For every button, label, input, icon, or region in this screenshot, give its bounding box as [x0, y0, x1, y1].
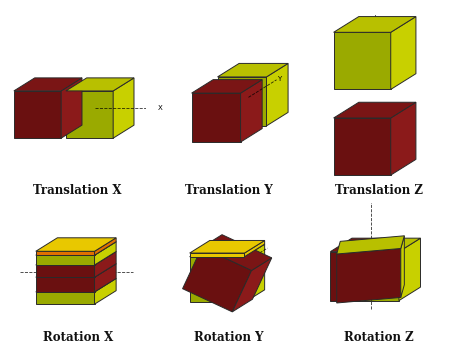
Polygon shape	[95, 238, 116, 255]
Text: Rotation Z: Rotation Z	[345, 331, 414, 344]
Polygon shape	[66, 91, 113, 138]
Polygon shape	[330, 252, 360, 301]
Polygon shape	[36, 242, 116, 255]
Text: Rotation Y: Rotation Y	[194, 331, 263, 344]
Polygon shape	[244, 240, 265, 257]
Polygon shape	[330, 238, 381, 252]
Text: Translation Y: Translation Y	[185, 184, 272, 197]
Polygon shape	[190, 253, 244, 257]
Polygon shape	[61, 78, 82, 138]
Polygon shape	[191, 79, 262, 93]
Polygon shape	[36, 279, 116, 292]
Polygon shape	[36, 255, 95, 265]
Polygon shape	[202, 234, 272, 271]
Polygon shape	[391, 102, 416, 175]
Polygon shape	[36, 277, 95, 292]
Polygon shape	[14, 91, 61, 138]
Polygon shape	[334, 16, 416, 32]
Polygon shape	[266, 63, 288, 126]
Polygon shape	[113, 78, 134, 138]
Polygon shape	[36, 265, 95, 277]
Polygon shape	[334, 102, 416, 118]
Polygon shape	[232, 258, 272, 312]
Text: Translation Z: Translation Z	[335, 184, 423, 197]
Polygon shape	[14, 78, 82, 91]
Text: Translation X: Translation X	[33, 184, 122, 197]
Polygon shape	[337, 248, 401, 303]
Polygon shape	[182, 247, 252, 312]
Polygon shape	[399, 238, 420, 301]
Polygon shape	[36, 251, 95, 255]
Polygon shape	[360, 252, 399, 301]
Polygon shape	[360, 238, 420, 252]
Polygon shape	[337, 236, 404, 254]
Polygon shape	[66, 78, 134, 91]
Text: Y: Y	[277, 76, 282, 82]
Polygon shape	[95, 279, 116, 304]
Polygon shape	[190, 244, 265, 257]
Polygon shape	[334, 118, 391, 175]
Polygon shape	[36, 252, 116, 265]
Polygon shape	[360, 238, 381, 301]
Text: X: X	[158, 105, 162, 111]
Polygon shape	[191, 93, 240, 142]
Polygon shape	[36, 238, 116, 251]
Polygon shape	[95, 264, 116, 292]
Polygon shape	[218, 77, 266, 126]
Polygon shape	[391, 16, 416, 90]
Polygon shape	[36, 292, 95, 304]
Polygon shape	[240, 79, 262, 142]
Polygon shape	[334, 32, 391, 90]
Text: Rotation X: Rotation X	[43, 331, 113, 344]
Polygon shape	[36, 264, 116, 277]
Polygon shape	[218, 63, 288, 77]
Polygon shape	[190, 240, 265, 253]
Polygon shape	[244, 244, 265, 302]
Polygon shape	[95, 252, 116, 277]
Polygon shape	[95, 242, 116, 265]
Polygon shape	[401, 236, 404, 298]
Polygon shape	[190, 257, 244, 302]
